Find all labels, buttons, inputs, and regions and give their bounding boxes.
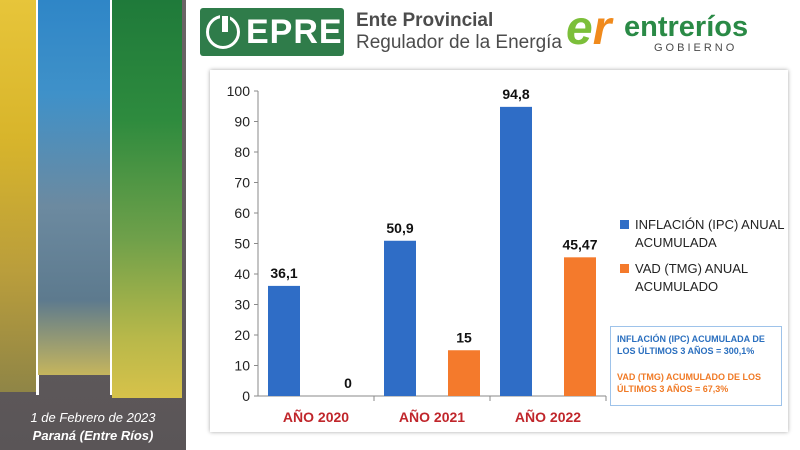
y-tick-label: 30: [234, 297, 250, 313]
er-wordmark: entreríos: [624, 11, 749, 43]
er-logo-mark-icon: er: [566, 2, 612, 55]
power-plant-image: [38, 0, 110, 375]
bar-chart: 0 10 20 30 40 50 60 70 80 90 100 36,1 0 AÑO 2020 50,9 1…: [227, 83, 607, 425]
solar-panel-image: [0, 0, 38, 392]
data-label-inflation: 36,1: [270, 265, 297, 281]
epre-name-line2: Regulador de la Energía: [356, 32, 562, 53]
x-category-label: AÑO 2021: [399, 408, 465, 425]
data-label-inflation: 94,8: [502, 86, 529, 102]
epre-full-name: Ente Provincial Regulador de la Energía: [356, 10, 562, 54]
epre-name-line1: Ente Provincial: [356, 10, 494, 31]
bar-inflation: [268, 285, 300, 396]
y-tick-label: 50: [234, 236, 250, 252]
strip-divider: [110, 0, 113, 395]
footer-place: Paraná (Entre Ríos): [32, 428, 154, 443]
legend-label-vad: VAD (TMG) ANUAL ACUMULADO: [635, 261, 748, 294]
transmission-tower-image: [112, 0, 182, 398]
y-tick-label: 40: [234, 266, 250, 282]
x-category-label: AÑO 2022: [515, 408, 581, 425]
legend-label-inflation: INFLACIÓN (IPC) ANUAL ACUMULADA: [635, 217, 785, 250]
data-label-vad: 45,47: [562, 236, 597, 252]
note-inflation: INFLACIÓN (IPC) ACUMULADA DE LOS ÚLTIMOS…: [617, 334, 765, 356]
note-vad: VAD (TMG) ACUMULADO DE LOS ÚLTIMOS 3 AÑO…: [617, 372, 761, 394]
entre-rios-logo: er entreríos GOBIERNO: [566, 2, 776, 58]
bar-inflation: [500, 106, 532, 397]
legend-item-inflation: INFLACIÓN (IPC) ANUAL ACUMULADA: [620, 216, 785, 252]
y-tick-label: 20: [234, 327, 250, 343]
y-tick-label: 70: [234, 175, 250, 191]
er-subtitle: GOBIERNO: [654, 42, 738, 54]
bar-vad: [564, 257, 596, 396]
data-label-vad: 15: [456, 329, 472, 345]
y-tick-label: 10: [234, 358, 250, 374]
bar-vad: [448, 350, 480, 396]
legend-item-vad: VAD (TMG) ANUAL ACUMULADO: [620, 260, 785, 296]
y-tick-label: 80: [234, 144, 250, 160]
x-category-label: AÑO 2020: [283, 408, 349, 425]
data-label-inflation: 50,9: [386, 220, 413, 236]
y-tick-label: 100: [227, 83, 251, 99]
y-tick-label: 0: [242, 388, 250, 404]
epre-abbr: EPRE: [246, 12, 343, 51]
chart-panel: 0 10 20 30 40 50 60 70 80 90 100 36,1 0 AÑO 2020 50,9 1…: [210, 70, 788, 432]
summary-note-box: INFLACIÓN (IPC) ACUMULADA DE LOS ÚLTIMOS…: [610, 326, 782, 406]
legend-swatch-inflation: [620, 220, 629, 229]
strip-divider: [36, 0, 39, 395]
legend-swatch-vad: [620, 264, 629, 273]
data-label-vad: 0: [344, 375, 352, 391]
y-tick-label: 90: [234, 114, 250, 130]
left-decorative-panel: 1 de Febrero de 2023 Paraná (Entre Ríos): [0, 0, 186, 450]
footer-date: 1 de Febrero de 2023: [30, 410, 156, 425]
epre-logo: EPRE: [200, 8, 344, 56]
bar-inflation: [384, 240, 416, 396]
y-tick-label: 60: [234, 205, 250, 221]
power-icon: [206, 14, 240, 49]
